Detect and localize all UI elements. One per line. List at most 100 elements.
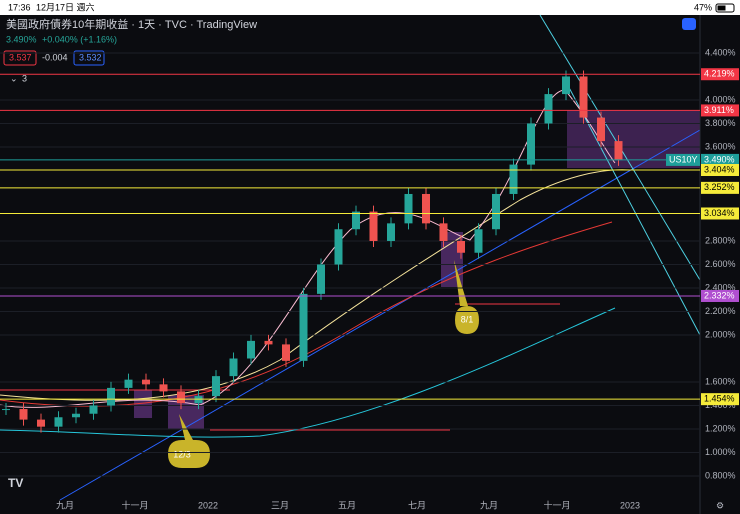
- candle: [54, 417, 63, 427]
- level-label-box: [701, 153, 739, 166]
- candle: [89, 405, 98, 414]
- x-tick-label: 十一月: [543, 499, 570, 510]
- trend-line: [59, 129, 701, 501]
- candle: [597, 117, 605, 142]
- candle: [422, 193, 430, 224]
- candle: [264, 340, 273, 345]
- candle: [2, 409, 10, 411]
- level-label-box: [701, 289, 739, 302]
- candle: [579, 76, 588, 118]
- level-label: 3.911%: [704, 105, 734, 115]
- candle: [37, 419, 45, 427]
- candle: [282, 344, 290, 361]
- candle: [107, 387, 115, 406]
- candle: [544, 94, 553, 124]
- status-bar: [0, 0, 740, 15]
- battery-icon: [715, 3, 735, 13]
- level-label-box: [701, 181, 739, 194]
- app-icon[interactable]: [682, 18, 696, 30]
- candle: [614, 141, 623, 160]
- x-tick-label: 三月: [271, 500, 289, 510]
- symbol-label: US10Y: [669, 154, 698, 164]
- candle: [229, 358, 238, 377]
- candle: [509, 164, 518, 194]
- indicator-count[interactable]: 3: [22, 73, 27, 83]
- y-tick-label: 3.600%: [705, 141, 736, 151]
- annotation: 12/3: [173, 449, 191, 459]
- x-tick-label: 七月: [408, 500, 426, 510]
- level-label: 3.252%: [704, 182, 735, 192]
- callout: [454, 260, 479, 334]
- level-label-box: [701, 393, 739, 406]
- level-label: 4.219%: [704, 69, 735, 79]
- candle: [439, 223, 448, 241]
- candle: [562, 76, 570, 95]
- x-tick-label: 十一月: [121, 499, 148, 510]
- level-label-box: [701, 207, 739, 220]
- candle: [212, 376, 220, 397]
- time: 17:36: [8, 2, 31, 12]
- x-tick-label: 九月: [56, 500, 74, 510]
- candle: [72, 413, 80, 418]
- candle: [527, 123, 535, 165]
- date: 12月17日 週六: [36, 1, 95, 12]
- y-tick-label: 4.000%: [705, 94, 736, 104]
- annotation: 8/1: [461, 314, 474, 324]
- symbol-box: [666, 153, 700, 166]
- price-change: +0.040% (+1.16%): [42, 34, 117, 44]
- candle: [177, 391, 185, 404]
- candle: [317, 264, 325, 294]
- ask[interactable]: 3.532: [79, 52, 102, 62]
- level-label-box: [701, 104, 739, 117]
- y-tick-label: 0.800%: [705, 470, 736, 480]
- symbol-title: 美國政府債券10年期收益 · 1天 · TVC · TradingView: [6, 17, 257, 31]
- ma-200: [0, 307, 616, 438]
- candle: [369, 211, 378, 241]
- candle: [299, 293, 308, 361]
- candle: [352, 211, 360, 230]
- battery-fill: [717, 5, 726, 11]
- y-tick-label: 1.000%: [705, 447, 736, 457]
- y-tick-label: 2.400%: [705, 282, 736, 292]
- indicators-toggle[interactable]: ⌄: [10, 73, 18, 83]
- bid-box[interactable]: [3, 50, 37, 66]
- y-tick-label: 2.600%: [705, 259, 736, 269]
- y-tick-label: 1.600%: [705, 376, 736, 386]
- level-label-box: [701, 68, 739, 81]
- callout: [168, 414, 210, 468]
- candle: [247, 340, 255, 359]
- y-tick-label: 2.200%: [705, 306, 736, 316]
- bid[interactable]: 3.537: [9, 52, 32, 62]
- battery: 47%: [694, 2, 712, 12]
- level-label-box: [701, 164, 739, 177]
- last-price: 3.490%: [6, 34, 37, 44]
- level-label: 3.404%: [704, 164, 735, 174]
- level-label: 3.034%: [704, 208, 735, 218]
- candle: [142, 379, 150, 385]
- x-tick-label: 九月: [480, 500, 498, 510]
- candle: [457, 240, 465, 253]
- candle: [387, 223, 395, 241]
- y-tick-label: 4.400%: [705, 47, 736, 57]
- x-tick-label: 五月: [338, 500, 356, 510]
- settings: ⚙: [716, 500, 724, 510]
- candle: [124, 379, 133, 388]
- y-tick-label: 2.000%: [705, 329, 736, 339]
- x-tick-label: 2023: [620, 500, 640, 510]
- ask-box[interactable]: [73, 50, 105, 66]
- trend-line: [564, 79, 701, 336]
- level-label: 3.490%: [704, 154, 735, 164]
- level-label: 1.454%: [704, 394, 735, 404]
- candle: [474, 229, 483, 253]
- x-tick-label: 2022: [198, 500, 218, 510]
- y-tick-label: 2.800%: [705, 235, 736, 245]
- tv-logo: TV: [8, 476, 23, 490]
- candle: [334, 229, 343, 265]
- candle: [404, 193, 413, 224]
- spread: -0.004: [42, 52, 68, 62]
- candle: [19, 409, 28, 420]
- candle: [492, 193, 500, 230]
- y-tick-label: 1.200%: [705, 423, 736, 433]
